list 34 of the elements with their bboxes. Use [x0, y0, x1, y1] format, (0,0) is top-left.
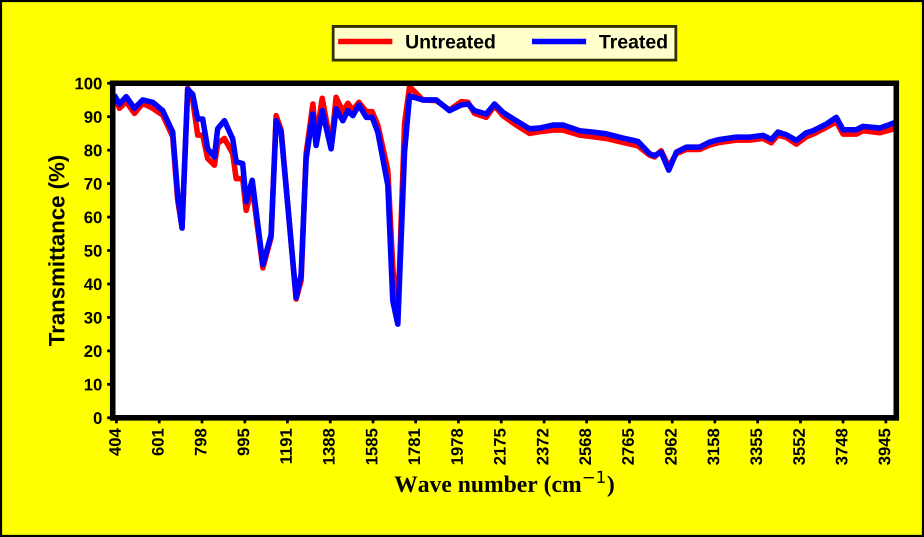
x-tick-label: 1388	[322, 428, 335, 464]
y-tick-label: 10	[84, 378, 102, 391]
x-axis-title: Wave number (cm$^{−1}$)	[394, 470, 614, 497]
y-tick-label: 80	[84, 144, 102, 156]
y-tick-label: 70	[84, 178, 102, 190]
y-tick-label: 50	[84, 244, 102, 257]
x-tick-label: 1585	[366, 428, 378, 464]
x-tick-label: 404	[109, 428, 121, 456]
x-tick-label: 798	[194, 428, 207, 456]
x-tick-label: 2568	[579, 428, 592, 465]
x-tick-label: 601	[152, 428, 164, 456]
x-tick-label: 3355	[750, 428, 762, 465]
x-tick-label: 2765	[622, 428, 634, 465]
y-tick-label: 90	[84, 111, 102, 123]
x-tick-label: 2175	[494, 428, 506, 465]
x-tick-label: 1191	[280, 428, 292, 464]
x-tick-label: 3945	[878, 428, 890, 465]
x-tick-label: 3552	[793, 428, 805, 465]
x-tick-label: 1978	[451, 428, 463, 464]
y-tick-label: 20	[84, 345, 102, 358]
y-tick-label: 60	[84, 211, 102, 224]
x-tick-label: 1781	[408, 428, 420, 464]
x-tick-label: 3748	[836, 428, 848, 465]
y-tick-label: 100	[76, 78, 102, 90]
x-tick-label: 995	[238, 428, 250, 456]
legend-label: Untreated	[406, 34, 495, 49]
legend-label: Treated	[599, 34, 667, 49]
x-tick-label: 2372	[536, 428, 549, 465]
y-tick-label: 40	[84, 278, 102, 290]
y-tick-label: 0	[94, 412, 102, 424]
x-tick-label: 2962	[664, 428, 677, 465]
y-tick-label: 30	[84, 312, 102, 324]
y-axis-title: Transmittance (%)	[48, 156, 69, 346]
x-tick-label: 3158	[708, 428, 720, 465]
